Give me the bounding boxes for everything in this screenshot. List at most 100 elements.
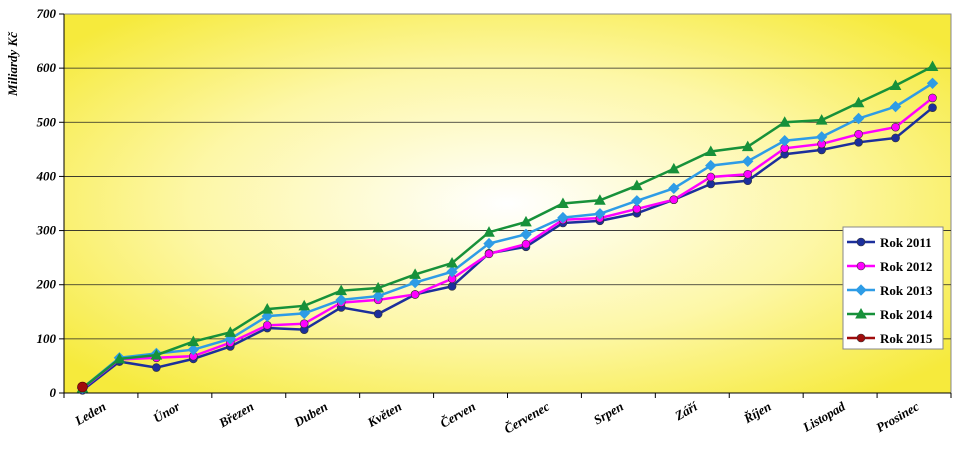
- x-tick-label: Únor: [150, 398, 183, 426]
- x-tick-label: Prosinec: [873, 398, 921, 435]
- data-point: [187, 343, 200, 356]
- data-point: [335, 294, 347, 306]
- data-point: [891, 122, 900, 132]
- data-point: [928, 103, 937, 112]
- x-tick-label: Duben: [291, 399, 331, 431]
- data-point: [855, 284, 867, 296]
- legend-item: Rok 2013: [847, 283, 933, 298]
- plot-area: [63, 13, 952, 394]
- data-point: [113, 352, 126, 364]
- y-axis-label: Miliardy Kč: [5, 31, 20, 97]
- y-tick-label: 200: [36, 277, 57, 292]
- data-point: [335, 284, 348, 296]
- x-tick-label: Červen: [437, 399, 478, 431]
- data-point: [852, 112, 865, 125]
- series-line: [81, 96, 934, 390]
- data-point: [815, 131, 828, 143]
- legend-label: Rok 2015: [880, 331, 933, 346]
- data-point: [669, 195, 679, 205]
- data-point: [483, 237, 495, 250]
- x-tick-label: Červenec: [501, 398, 552, 436]
- data-point: [856, 261, 866, 271]
- data-point: [667, 162, 680, 174]
- data-point: [855, 307, 867, 319]
- data-point: [557, 211, 569, 224]
- data-point: [743, 169, 753, 179]
- series-rok-2015: [77, 381, 88, 393]
- data-point: [594, 194, 606, 205]
- data-point: [410, 290, 420, 299]
- data-point: [854, 138, 863, 147]
- legend-label: Rok 2011: [880, 235, 932, 250]
- legend-item: Rok 2014: [847, 307, 933, 322]
- series-group: [76, 60, 939, 395]
- data-point: [706, 172, 716, 182]
- data-point: [298, 299, 311, 311]
- data-point: [373, 309, 383, 319]
- y-tick-label: 100: [37, 331, 57, 346]
- data-point: [484, 249, 494, 259]
- legend-label: Rok 2014: [880, 307, 933, 322]
- data-point: [483, 226, 495, 237]
- data-point: [926, 77, 939, 90]
- data-point: [299, 319, 309, 328]
- data-point: [741, 140, 754, 152]
- data-point: [261, 303, 274, 314]
- y-tick-label: 400: [36, 168, 57, 183]
- data-point: [856, 333, 866, 343]
- data-point: [446, 266, 458, 278]
- x-tick-label: Květen: [364, 399, 404, 431]
- x-tick-label: Srpen: [591, 399, 626, 428]
- series-rok-2014: [76, 60, 939, 393]
- data-point: [77, 381, 88, 393]
- data-point: [668, 182, 680, 195]
- data-point: [891, 133, 900, 143]
- data-point: [262, 321, 272, 330]
- data-point: [742, 155, 754, 167]
- x-tick-label: Listopad: [799, 398, 848, 435]
- x-tick-label: Březen: [215, 399, 256, 431]
- data-point: [889, 79, 902, 90]
- data-point: [187, 335, 200, 347]
- data-point: [594, 208, 606, 220]
- x-tick-label: Leden: [71, 399, 108, 429]
- data-point: [557, 197, 569, 208]
- data-point: [409, 268, 421, 279]
- data-point: [889, 100, 902, 113]
- data-point: [928, 93, 937, 103]
- data-point: [520, 228, 532, 241]
- grid-lines: [64, 67, 951, 340]
- series-line: [81, 82, 934, 390]
- legend-item: Rok 2012: [847, 259, 932, 274]
- data-point: [372, 281, 384, 293]
- data-point: [704, 145, 717, 157]
- data-point: [409, 276, 421, 289]
- x-axis: Leden Únor Březen Duben Květen Červen Červenec…: [63, 392, 952, 437]
- data-point: [150, 349, 163, 360]
- data-point: [447, 282, 457, 291]
- data-point: [372, 290, 384, 302]
- y-tick-label: 300: [36, 223, 57, 238]
- series-line: [81, 65, 934, 390]
- legend-label: Rok 2012: [880, 259, 932, 274]
- legend-label: Rok 2013: [880, 283, 933, 298]
- data-point: [778, 116, 791, 127]
- data-point: [854, 129, 863, 139]
- data-point: [520, 215, 532, 227]
- legend-item: Rok 2015: [847, 331, 933, 346]
- x-tick-label: Září: [671, 398, 701, 424]
- y-tick-label: 500: [37, 114, 57, 129]
- data-point: [631, 195, 643, 207]
- data-point: [261, 310, 273, 322]
- data-point: [152, 363, 161, 372]
- data-point: [631, 179, 643, 191]
- y-tick-label: 700: [37, 6, 57, 21]
- data-point: [224, 326, 237, 337]
- data-point: [298, 307, 310, 320]
- data-point: [521, 239, 531, 249]
- y-axis: 0 100 200 300 400 500 600 700: [36, 6, 65, 400]
- data-point: [446, 257, 458, 268]
- data-point: [852, 96, 865, 108]
- data-point: [705, 159, 717, 172]
